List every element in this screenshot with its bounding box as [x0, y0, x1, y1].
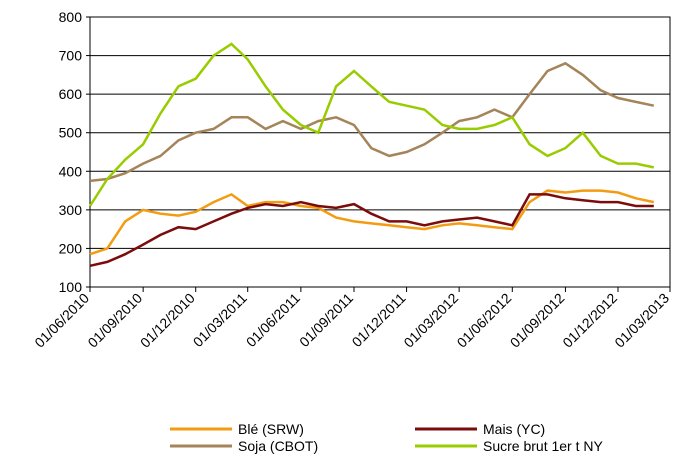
legend-label: Blé (SRW): [238, 421, 304, 437]
x-tick-label: 01/09/2012: [507, 290, 568, 351]
plot-frame: [89, 16, 671, 288]
y-tick-label: 700: [59, 48, 83, 64]
x-tick-label: 01/12/2010: [137, 290, 198, 351]
series-line: [89, 61, 655, 183]
y-tick-label: 300: [59, 202, 83, 218]
y-tick-label: 100: [59, 279, 83, 295]
x-tick-label: 01/06/2010: [31, 290, 92, 351]
x-tick-label: 01/06/2012: [454, 290, 515, 351]
x-tick-label: 01/09/2010: [84, 290, 145, 351]
y-tick-label: 600: [59, 86, 83, 102]
y-tick-label: 400: [59, 163, 83, 179]
legend-label: Soja (CBOT): [238, 438, 318, 454]
x-tick-label: 01/03/2013: [611, 290, 672, 351]
series-line: [88, 42, 655, 207]
legend-label: Mais (YC): [483, 421, 545, 437]
x-tick-label: 01/12/2011: [349, 290, 409, 350]
x-tick-label: 01/03/2012: [400, 290, 461, 351]
x-tick-label: 01/09/2011: [296, 290, 356, 350]
series-line: [89, 193, 654, 268]
x-tick-label: 01/03/2011: [190, 290, 250, 350]
y-tick-label: 800: [59, 9, 83, 25]
y-tick-label: 200: [59, 240, 83, 256]
x-tick-label: 01/06/2011: [243, 290, 303, 350]
y-tick-label: 500: [59, 125, 83, 141]
x-tick-label: 01/12/2012: [559, 290, 620, 351]
series-line: [89, 189, 655, 256]
legend-label: Sucre brut 1er t NY: [483, 438, 603, 454]
